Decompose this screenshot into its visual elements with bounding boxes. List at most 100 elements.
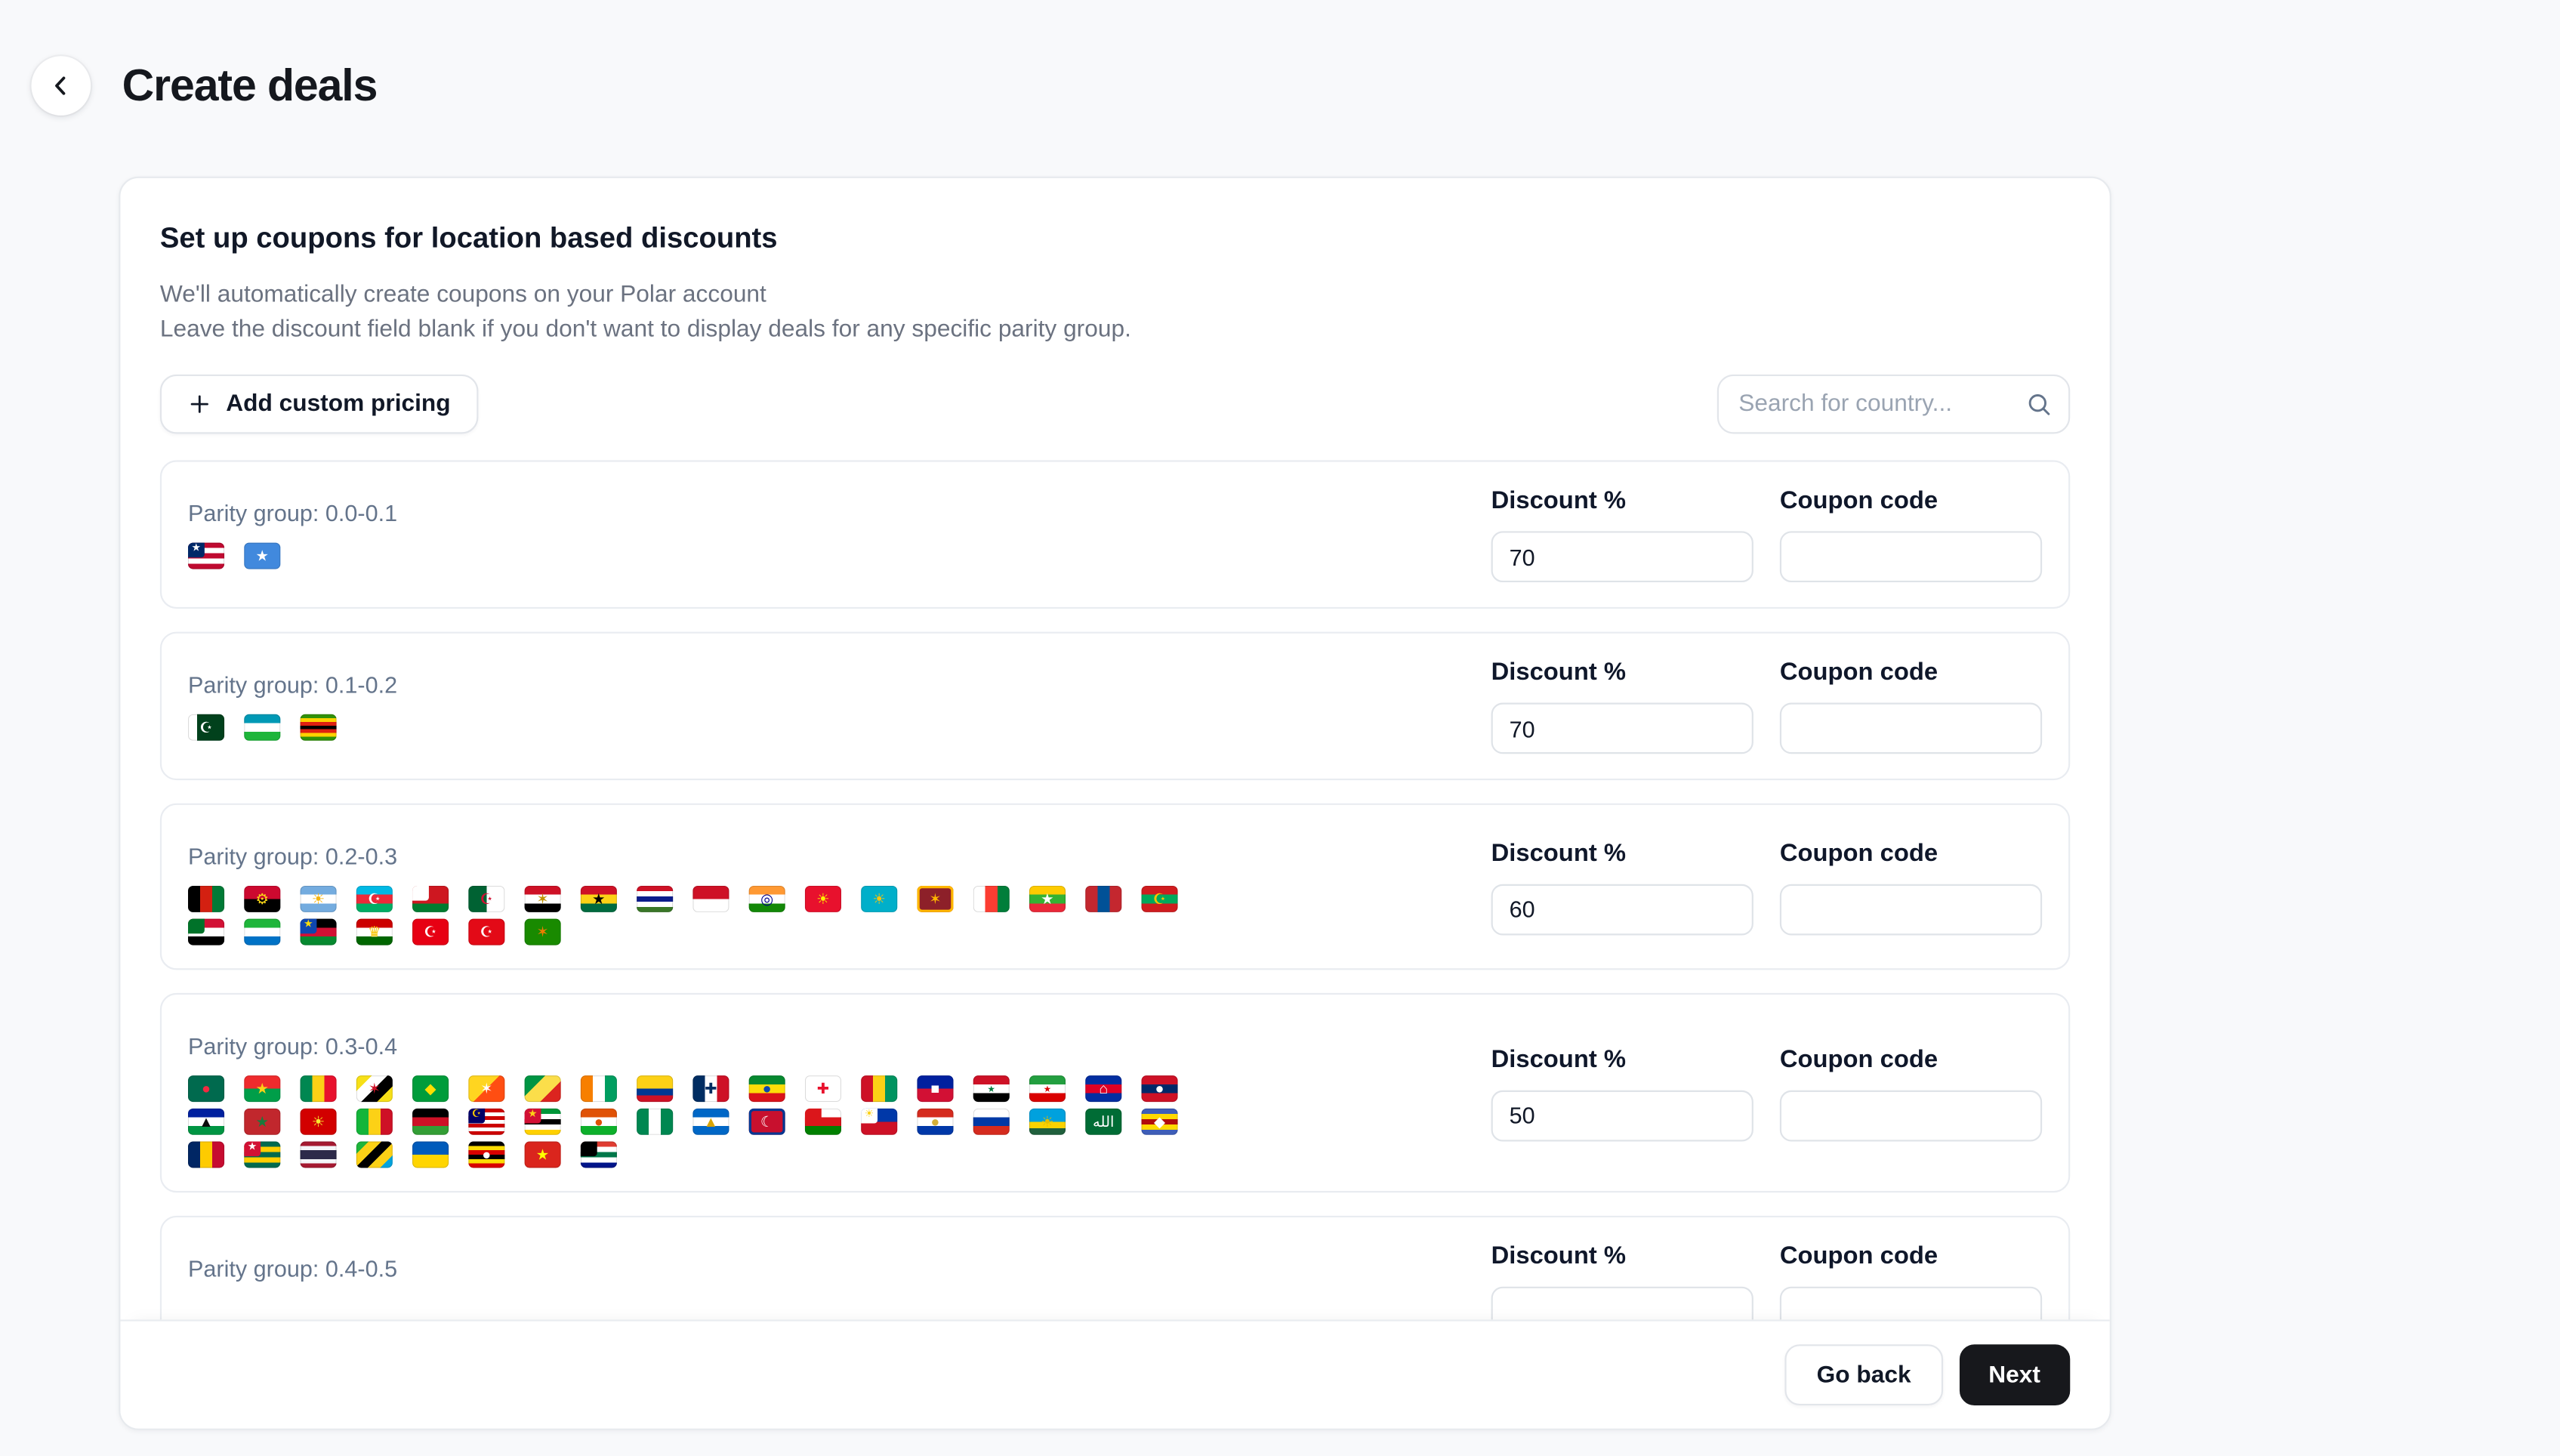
coupon-code-input[interactable] [1779,531,2043,583]
coupon-column: Coupon code [1779,659,2043,754]
flag-symbol: ● [594,1112,603,1130]
flag-congo-icon [524,1075,561,1103]
next-button[interactable]: Next [1958,1344,2071,1406]
flag-malaysia-icon: ☪ [468,1108,505,1135]
flag-mauritania-icon: ☪ [1141,885,1178,912]
back-button[interactable] [31,56,91,116]
coupon-column: Coupon code [1779,486,2043,583]
flag-ukraine-icon [412,1141,449,1168]
discount-column: Discount % [1491,839,1753,935]
discount-input[interactable] [1491,1286,1753,1320]
flag-pakistan-icon: ☪ [188,714,225,741]
flag-iraq-icon: ٭ [973,1075,1010,1103]
flag-symbol: ☀ [872,890,887,907]
flag-russia-icon [973,1108,1010,1135]
flag-cambodia-icon: ⌂ [1085,1075,1122,1103]
flag-morocco-icon: ★ [244,1108,281,1135]
discount-column: Discount % [1491,1045,1753,1141]
flag-burkina-faso-icon: ★ [244,1075,281,1103]
coupon-column: Coupon code [1779,1045,2043,1141]
flag-symbol: ■ [930,1079,940,1097]
card-heading: Set up coupons for location based discou… [159,221,778,254]
flag-symbol: ☪ [367,890,381,907]
flag-paraguay-icon: ● [917,1108,954,1135]
flag-bhutan-icon: ✶ [468,1075,505,1103]
coupon-code-column-label: Coupon code [1779,1242,1939,1270]
flag-symbol: ☀ [311,1112,325,1130]
back-chevron-icon [48,72,74,99]
flag-symbol: ☪ [1152,890,1167,907]
flag-chad-icon [188,1141,225,1168]
discount-input[interactable] [1491,1089,1753,1141]
flag-algeria-icon: ☪ [468,885,505,912]
flag-symbol: ٭ [987,1079,996,1097]
flag-bangladesh-icon: ● [188,1075,225,1103]
flag-somalia-icon: ★ [244,542,281,569]
flag-turkey-icon: ☪ [468,918,505,945]
flag-symbol: ◎ [760,890,774,907]
country-flags: ⚙ ☀ ☪ ☪ ✶ ★ ◎ ☀ ☀ ✶ ★ ☪ ★ ♛ ☪ ☪ ✶ [188,885,1211,945]
flag-niger-icon: ● [580,1108,617,1135]
flag-belarus-icon [412,885,449,912]
search-input[interactable] [1716,374,2071,434]
flag-oman-icon [804,1108,841,1135]
flag-symbol: ★ [535,1145,550,1162]
flag-saudi-arabia-icon: الله [1085,1108,1122,1135]
flag-liberia-icon: ★ [188,542,225,569]
flag-mali-icon [356,1108,393,1135]
flag-togo-icon: ★ [244,1141,281,1168]
parity-group-label: Parity group: 0.0-0.1 [188,499,398,526]
go-back-button[interactable]: Go back [1785,1344,1943,1406]
parity-group-label: Parity group: 0.4-0.5 [188,1255,398,1282]
flag-haiti-icon: ■ [917,1075,954,1103]
country-search [1716,374,2071,434]
flag-sri-lanka-icon: ✶ [917,885,954,912]
add-custom-pricing-button[interactable]: Add custom pricing [159,374,479,434]
discount-column-label: Discount % [1491,1242,1627,1270]
flag-benin-icon [300,1075,337,1103]
flag-symbol: ▲ [703,1112,719,1130]
discount-input[interactable] [1491,531,1753,583]
coupon-code-input[interactable] [1779,883,2043,935]
flag-sierra-leone-icon [244,918,281,945]
flag-symbol: ✶ [929,890,942,907]
flag-symbol: ☀ [311,890,325,907]
flag-symbol: ● [482,1145,492,1162]
flag-sudan-icon [188,918,225,945]
discount-input[interactable] [1491,702,1753,754]
flag-zambia-icon: ✶ [524,918,561,945]
flag-canton [580,1141,597,1156]
flag-symbol: ✚ [816,1079,830,1097]
parity-group-info: Parity group: 0.0-0.1 ★ ★ [188,485,1491,569]
flag-cote-d-ivoire-icon [580,1075,617,1103]
discount-column: Discount % [1491,1242,1753,1320]
parity-group-info: Parity group: 0.4-0.5 [188,1241,1491,1302]
discount-input[interactable] [1491,883,1753,935]
flag-ghana-icon: ★ [580,885,617,912]
parity-group-fields: Discount % Coupon code [1491,1045,2043,1141]
parity-group-label: Parity group: 0.3-0.4 [188,1032,398,1060]
parity-group-card-0.4-0.5: Parity group: 0.4-0.5 Discount % Coupon … [159,1215,2071,1320]
parity-group-card-0.2-0.3: Parity group: 0.2-0.3 ⚙ ☀ ☪ ☪ ✶ ★ ◎ ☀ ☀ ✶ ★ ☪ ★ ♛ ☪ ☪ ✶ … [159,803,2071,970]
flag-zimbabwe-icon [300,714,337,741]
flag-symbol: ● [1155,1079,1164,1097]
flag-uzbekistan-icon [244,714,281,741]
flag-ethiopia-icon: ● [748,1075,785,1103]
flag-tunisia-icon: ☪ [412,918,449,945]
discount-column: Discount % [1491,659,1753,754]
flag-symbol: ✶ [480,1079,493,1097]
flag-iran-icon: ٭ [1029,1075,1066,1103]
coupon-code-input[interactable] [1779,1089,2043,1141]
flag-indonesia-icon [692,885,729,912]
flag-south-sudan-icon: ★ [300,918,337,945]
flag-canton: ★ [188,542,205,557]
flag-symbol: ☪ [480,923,494,939]
parity-group-fields: Discount % Coupon code [1491,659,2043,754]
parity-group-card-0.1-0.2: Parity group: 0.1-0.2 ☪ Discount % Coupo… [159,631,2071,781]
coupon-code-input[interactable] [1779,1286,2043,1320]
flag-argentina-icon: ☀ [300,885,337,912]
coupon-code-input[interactable] [1779,702,2043,754]
flag-nigeria-icon [637,1108,674,1135]
flag-symbol: ◆ [1153,1112,1166,1130]
